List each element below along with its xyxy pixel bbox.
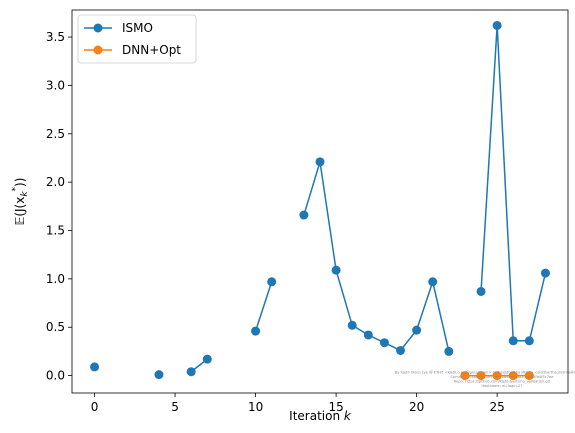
data-point-ismo [508,336,518,346]
x-tick-label: 15 [328,400,343,414]
data-point-ismo [396,345,406,355]
data-point-dnn-opt [508,371,518,381]
data-point-ismo [202,354,212,364]
x-axis-ticks: 0 5 10 15 20 25 [91,393,505,414]
watermark-line: Repo: https://github.com/kjetil-lye/ismo… [454,380,551,384]
x-tick-label: 10 [248,400,263,414]
y-tick-label: 1.5 [46,224,65,238]
data-point-ismo [251,326,261,336]
data-point-ismo [90,362,100,372]
data-point-dnn-opt [476,371,486,381]
watermark-line: Hostname: eu-login-27 [481,384,522,388]
watermark-line: Commit: 1c5ab9f0c1b77d6e0b67b9a8cc3dd03f… [451,375,555,379]
x-tick-label: 5 [171,400,179,414]
x-tick-label: 20 [409,400,424,414]
watermark: By Kjetil Olsen Lye @ ETHZ <kjetil.o.lye… [395,371,575,389]
series-line-ismo [254,281,273,332]
y-axis-label: 𝔼(J(xk*)) [11,178,30,226]
y-tick-label: 0.5 [46,320,65,334]
data-point-ismo [347,320,357,330]
data-point-dnn-opt [492,371,502,381]
legend-marker-ismo [93,23,103,33]
y-tick-label: 1.0 [46,272,65,286]
y-tick-label: 3.5 [46,30,65,44]
plot-frame [71,9,569,394]
data-point-ismo [331,265,341,275]
data-point-ismo [299,210,309,220]
data-point-ismo [428,277,438,287]
y-tick-label: 2.0 [46,175,65,189]
data-point-ismo [363,330,373,340]
y-tick-label: 2.5 [46,127,65,141]
x-tick-label: 25 [490,400,505,414]
legend-marker-dnn-opt [93,45,103,55]
data-point-ismo [492,20,502,30]
legend-label-ismo: ISMO [122,21,153,35]
data-point-dnn-opt [460,371,470,381]
data-point-ismo [315,157,325,167]
data-point-ismo [154,370,164,380]
y-axis-ticks: 0.0 0.5 1.0 1.5 2.0 2.5 3.0 3.5 [46,30,72,383]
data-point-dnn-opt [524,371,534,381]
data-point-ismo [186,367,196,377]
data-point-ismo [540,268,550,278]
data-point-ismo [379,338,389,348]
legend-box [77,14,197,64]
legend-label-dnn-opt: DNN+Opt [122,43,181,57]
x-tick-label: 0 [91,400,99,414]
data-point-ismo [476,286,486,296]
series-layer [90,20,550,381]
series-line-ismo [303,161,450,352]
data-point-ismo [524,336,534,346]
y-tick-label: 0.0 [46,369,65,383]
y-tick-label: 3.0 [46,78,65,92]
legend: ISMO DNN+Opt [77,14,197,64]
x-axis-label: Iteration k [289,409,352,423]
data-point-ismo [412,325,422,335]
watermark-line: By Kjetil Olsen Lye @ ETHZ <kjetil.o.lye… [395,371,575,375]
data-point-ismo [444,346,454,356]
data-point-ismo [267,277,277,287]
plot-area [72,10,568,393]
